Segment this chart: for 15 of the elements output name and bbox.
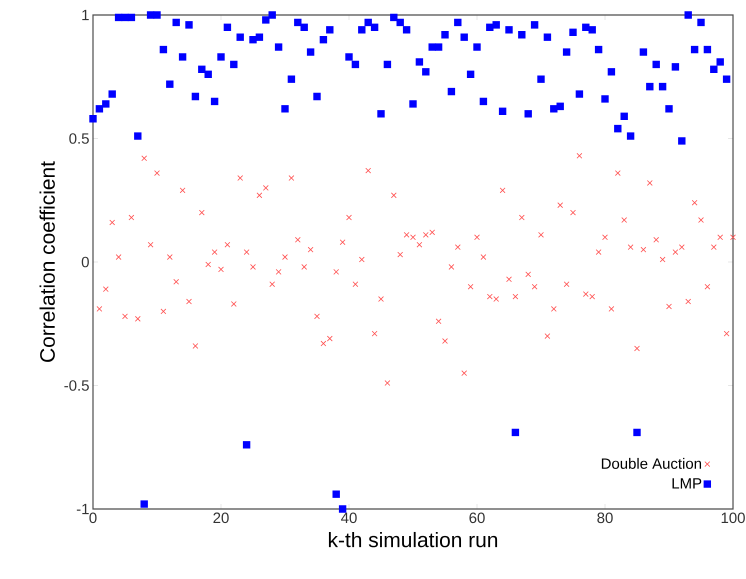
y-axis-title: Correlation coefficient bbox=[40, 161, 55, 362]
x-tick-label: 100 bbox=[722, 512, 745, 524]
legend-label: LMP bbox=[672, 478, 702, 488]
x-tick-label: 40 bbox=[341, 512, 357, 524]
y-tick-label: 0 bbox=[82, 256, 89, 268]
legend-label: Double Auction bbox=[602, 458, 702, 469]
y-tick-label: -1 bbox=[76, 504, 89, 514]
x-tick-label: 20 bbox=[213, 512, 229, 524]
x-tick-label: 0 bbox=[89, 512, 97, 524]
x-axis-title: k-th simulation run bbox=[328, 532, 498, 548]
y-tick-label: 1 bbox=[82, 10, 89, 20]
y-tick-label: 0.5 bbox=[69, 133, 89, 144]
y-tick-label: -0.5 bbox=[64, 380, 89, 391]
x-tick-label: 60 bbox=[469, 512, 485, 524]
x-tick-label: 80 bbox=[597, 512, 613, 524]
